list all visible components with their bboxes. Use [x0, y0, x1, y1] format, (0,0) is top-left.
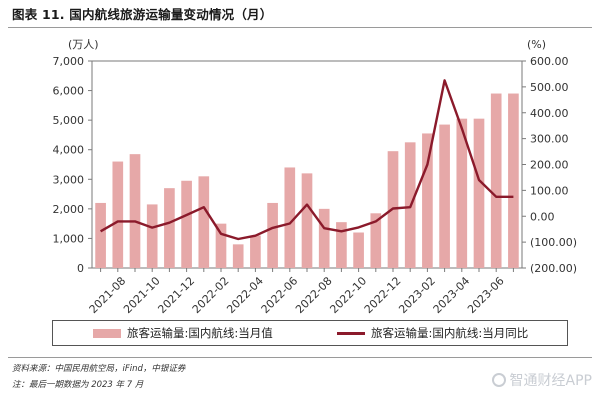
bar [439, 124, 450, 268]
right-axis-tick-label: 400.00 [530, 107, 569, 120]
legend-item-line-series: 旅客运输量:国内航线:当月同比 [337, 325, 528, 341]
legend-swatch-bar [93, 328, 121, 338]
bar [473, 118, 485, 269]
right-axis-tick-label: 100.00 [530, 184, 569, 197]
bar [181, 180, 192, 268]
x-axis-tick-label: 2022-06 [259, 274, 301, 316]
bar [456, 118, 468, 269]
watermark-logo-icon [491, 373, 506, 387]
x-axis-tick-label: 2023-02 [396, 274, 438, 316]
remark-note: 注：最后一期数据为 2023 年 7 月 [12, 380, 144, 390]
bar [370, 213, 382, 268]
x-axis-tick-label: 2022-10 [327, 274, 369, 316]
watermark: 智通财经APP [491, 370, 592, 390]
left-axis-tick-label: 6,000 [53, 85, 85, 98]
source-note: 资料来源：中国民用航空局，iFind，中银证券 [12, 364, 186, 374]
series-line [100, 79, 514, 241]
chart-canvas: 0 1,000 2,000 3,000 4,000 5,000 6,000 7,000 (200… [53, 38, 578, 316]
left-axis-tick-label: 7,000 [53, 55, 85, 68]
bar [215, 223, 227, 268]
legend-label-line: 旅客运输量:国内航线:当月同比 [371, 326, 529, 340]
bar [318, 208, 330, 268]
bar [164, 188, 175, 268]
bar [95, 202, 106, 268]
legend-label-bar: 旅客运输量:国内航线:当月值 [127, 326, 273, 340]
x-axis-tick-label: 2021-08 [87, 274, 129, 316]
right-axis-unit-label: (%) [527, 38, 546, 51]
bar [508, 93, 519, 269]
bar [129, 154, 141, 268]
x-axis-tick-label: 2022-02 [190, 274, 232, 316]
right-axis-tick-label: 500.00 [530, 81, 569, 94]
x-axis-tick-label: 2022-08 [293, 274, 335, 316]
title-divider [8, 27, 592, 28]
bar [422, 133, 433, 268]
left-axis-tick-label: 1,000 [53, 232, 85, 245]
bar [301, 173, 313, 268]
x-axis-tick-label: 2023-04 [431, 274, 473, 316]
right-axis-tick-label: 200.00 [530, 159, 569, 172]
bar [250, 235, 261, 268]
bar [336, 222, 347, 268]
bar [232, 244, 244, 268]
left-axis-tick-label: 3,000 [53, 173, 85, 186]
bar [112, 161, 124, 268]
figure-title: 图表 11. 国内航线旅游运输量变动情况（月） [12, 7, 273, 22]
left-axis-unit-label: (万人) [68, 38, 99, 51]
bar [490, 93, 502, 269]
legend-swatch-line [337, 331, 365, 335]
x-axis-tick-label: 2021-12 [155, 274, 197, 316]
bar [267, 202, 278, 268]
footer-divider [8, 357, 592, 358]
left-axis-tick-label: 4,000 [53, 144, 85, 157]
legend-item-bar-series: 旅客运输量:国内航线:当月值 [93, 325, 273, 341]
right-axis-tick-label: 300.00 [530, 133, 569, 146]
bar [198, 176, 210, 268]
right-axis-tick-label: (200.00) [530, 262, 577, 275]
x-axis-tick-label: 2022-12 [362, 274, 404, 316]
bar [146, 204, 158, 268]
x-axis-tick-label: 2023-06 [465, 274, 507, 316]
right-axis-tick-label: 600.00 [530, 55, 569, 68]
left-axis-tick-label: 0 [77, 262, 84, 275]
x-axis-tick-label: 2021-10 [121, 274, 163, 316]
chart-legend: 旅客运输量:国内航线:当月值 旅客运输量:国内航线:当月同比 [52, 320, 568, 346]
x-axis-tick-label: 2022-04 [224, 274, 266, 316]
bar [284, 167, 296, 268]
watermark-text: 智通财经APP [509, 373, 592, 389]
left-axis-tick-label: 5,000 [53, 114, 85, 127]
bar [353, 232, 364, 268]
right-axis-tick-label: (100.00) [530, 236, 577, 249]
right-axis-tick-label: 0.00 [530, 210, 555, 223]
left-axis-tick-label: 2,000 [53, 203, 85, 216]
